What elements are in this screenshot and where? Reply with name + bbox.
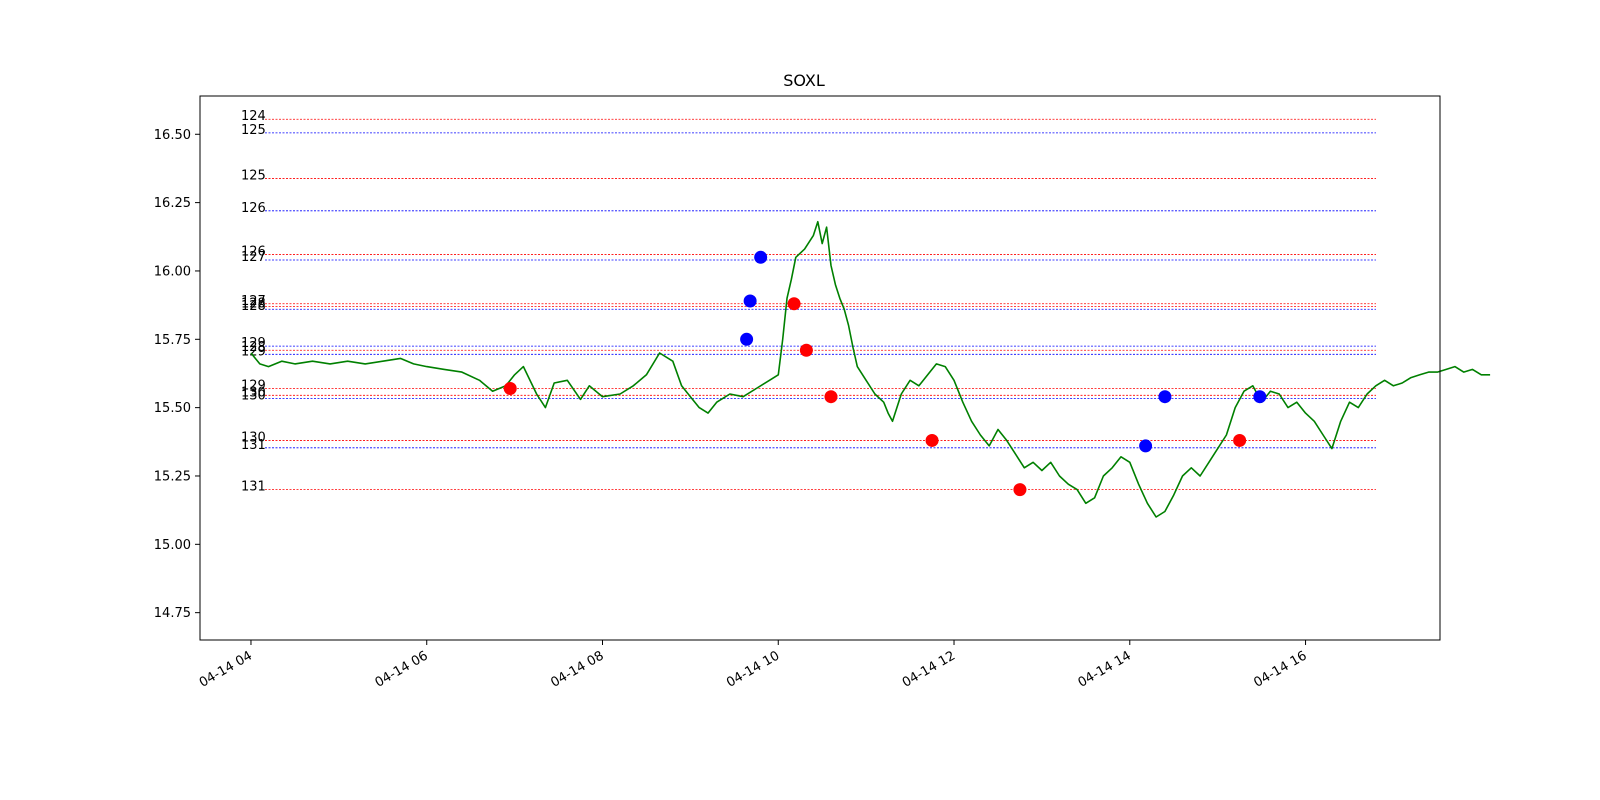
y-tick-label: 14.75 xyxy=(154,606,191,621)
plot-frame xyxy=(199,95,1441,641)
sell-marker xyxy=(925,433,939,447)
buy-marker xyxy=(1139,439,1153,453)
level-label: 129 xyxy=(241,336,266,351)
price-line xyxy=(250,220,1491,518)
level-label: 130 xyxy=(241,430,266,445)
level-label: 130 xyxy=(241,385,266,400)
level-label: 128 xyxy=(241,296,266,311)
price-line-layer xyxy=(250,220,1491,518)
level-label: 126 xyxy=(241,201,266,216)
level-label: 128 xyxy=(241,340,266,355)
y-tick-label: 15.50 xyxy=(154,401,191,416)
buy-marker xyxy=(754,250,768,264)
level-label: 128 xyxy=(241,299,266,314)
level-label: 126 xyxy=(241,245,266,260)
level-label: 130 xyxy=(241,389,266,404)
sell-marker xyxy=(799,343,813,357)
level-label: 131 xyxy=(241,480,266,495)
y-tick-label: 15.25 xyxy=(154,469,191,484)
buy-marker xyxy=(1253,390,1267,404)
y-axis: 14.75 15.00 15.25 15.50 15.75 16.00 16.25 16.50 xyxy=(154,128,200,621)
level-label: 124 xyxy=(241,109,266,124)
y-tick-label: 16.00 xyxy=(154,264,191,279)
level-label: 125 xyxy=(241,123,266,138)
y-tick-label: 15.00 xyxy=(154,538,191,553)
buy-marker xyxy=(743,294,757,308)
level-label: 129 xyxy=(241,344,266,359)
sell-marker xyxy=(503,382,517,396)
sell-marker xyxy=(1233,433,1247,447)
trade-markers xyxy=(503,250,1267,497)
level-label: 125 xyxy=(241,169,266,184)
level-label: 131 xyxy=(241,438,266,453)
level-label: 127 xyxy=(241,294,266,309)
sell-marker xyxy=(787,297,801,311)
level-label: 129 xyxy=(241,379,266,394)
chart-title: SOXL xyxy=(783,71,825,90)
buy-marker xyxy=(740,332,754,346)
buy-marker xyxy=(1158,390,1172,404)
sell-marker xyxy=(1013,483,1027,497)
support-resistance-levels: 1241251251261261271271281281291281291291… xyxy=(241,109,1376,495)
level-label: 127 xyxy=(241,250,266,265)
sell-marker xyxy=(824,390,838,404)
y-tick-label: 16.50 xyxy=(154,128,191,143)
y-tick-label: 15.75 xyxy=(154,333,191,348)
y-tick-label: 16.25 xyxy=(154,196,191,211)
